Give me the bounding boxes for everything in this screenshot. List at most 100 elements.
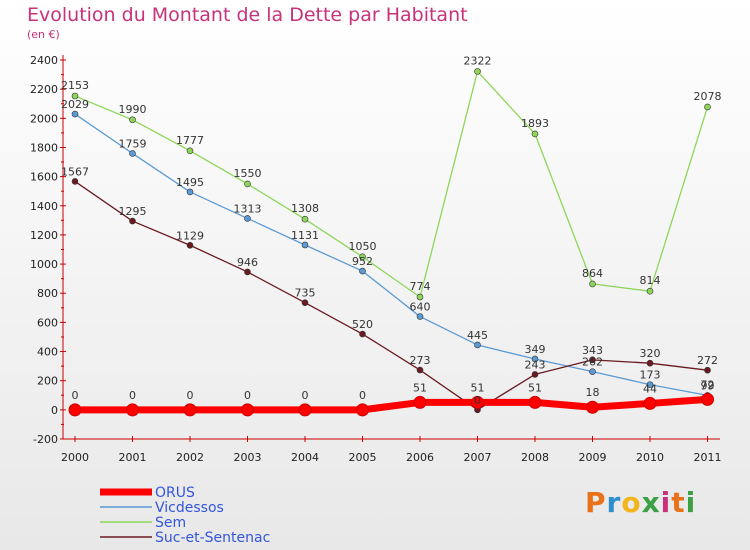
data-label: 2078 — [694, 90, 722, 103]
x-tick-label: 2004 — [291, 451, 319, 464]
data-label: 72 — [701, 378, 715, 391]
logo-letter: i — [660, 486, 672, 519]
data-label: 1777 — [176, 134, 204, 147]
chart-subtitle: (en €) — [27, 28, 60, 41]
data-label: 864 — [582, 267, 603, 280]
x-tick-label: 2007 — [464, 451, 492, 464]
x-tick-label: 2006 — [406, 451, 434, 464]
logo-letter: r — [606, 486, 622, 519]
data-point — [528, 395, 542, 409]
data-point — [586, 400, 599, 414]
proxiti-logo: Proxiti — [585, 486, 696, 519]
data-label: 2029 — [61, 98, 89, 111]
data-point — [244, 268, 251, 276]
data-point — [186, 241, 194, 249]
x-tick-label: 2002 — [176, 451, 204, 464]
data-label: 640 — [410, 301, 431, 314]
data-label: 774 — [410, 280, 431, 293]
data-label: 51 — [528, 381, 542, 394]
data-point — [71, 178, 79, 185]
data-point — [244, 215, 251, 222]
data-point — [359, 267, 366, 275]
y-tick-label: 1000 — [30, 258, 58, 271]
y-tick-label: 800 — [37, 287, 58, 300]
data-point — [129, 116, 136, 124]
data-label: 1308 — [291, 202, 319, 215]
data-label: 1295 — [119, 205, 147, 218]
data-label: 51 — [471, 381, 485, 394]
series-suc-et-sentenac — [71, 178, 711, 414]
data-label: 343 — [582, 344, 603, 357]
data-point — [241, 403, 254, 417]
y-tick-label: 400 — [37, 346, 58, 359]
data-label: 1129 — [176, 229, 204, 242]
x-tick-label: 2005 — [349, 451, 377, 464]
data-point — [301, 241, 309, 249]
data-label: 0 — [359, 389, 366, 402]
series-vicdessos — [71, 110, 711, 399]
data-label: 0 — [187, 389, 194, 402]
data-point — [416, 293, 424, 301]
data-point — [129, 150, 136, 157]
data-point — [183, 403, 197, 417]
data-label: 445 — [467, 329, 488, 342]
data-point — [301, 299, 309, 307]
x-tick-label: 2008 — [521, 451, 549, 464]
legend-label: ORUS — [155, 485, 195, 501]
legend-label: Suc-et-Sentenac — [155, 530, 270, 546]
series-line — [74, 70, 709, 298]
data-point — [646, 287, 654, 295]
data-point — [68, 403, 82, 417]
data-label: 0 — [129, 389, 136, 402]
y-tick-label: -200 — [33, 433, 58, 446]
data-point — [471, 395, 484, 409]
data-point — [646, 381, 654, 388]
data-label: 0 — [474, 394, 481, 407]
data-label: 99 — [701, 379, 715, 392]
y-tick-label: 600 — [37, 316, 58, 329]
data-point — [474, 341, 481, 349]
y-tick-label: 2200 — [30, 83, 58, 96]
data-label: 735 — [295, 287, 316, 300]
data-point — [531, 371, 539, 378]
data-label: 272 — [697, 354, 718, 367]
series-sem — [71, 68, 711, 301]
logo-letter: x — [641, 486, 661, 519]
data-point — [413, 395, 427, 409]
data-label: 0 — [302, 389, 309, 402]
y-tick-label: 1800 — [30, 141, 58, 154]
data-label: 0 — [72, 389, 79, 402]
data-label: 51 — [413, 381, 427, 394]
data-label: 1893 — [521, 117, 549, 130]
series-line — [74, 113, 709, 397]
data-point — [646, 359, 654, 367]
data-point — [704, 103, 711, 111]
data-label: 320 — [640, 347, 661, 360]
chart-title: Evolution du Montant de la Dette par Hab… — [27, 4, 468, 26]
logo-letter: t — [671, 486, 686, 519]
data-point — [356, 403, 369, 417]
data-point — [531, 355, 539, 363]
data-label: 1313 — [234, 202, 262, 215]
data-point — [359, 330, 366, 338]
data-point — [126, 403, 139, 417]
data-point — [416, 366, 424, 374]
data-label: 243 — [525, 358, 546, 371]
y-tick-label: 2000 — [30, 112, 58, 125]
y-tick-label: 1600 — [30, 171, 58, 184]
data-label: 952 — [352, 255, 373, 268]
x-tick-label: 2000 — [61, 451, 89, 464]
logo-letter: P — [585, 486, 607, 519]
data-label: 1131 — [291, 229, 319, 242]
data-point — [531, 130, 539, 138]
data-point — [71, 92, 79, 100]
y-tick-label: 2400 — [30, 54, 58, 67]
data-point — [643, 396, 657, 410]
x-tick-label: 2003 — [234, 451, 262, 464]
y-tick-label: 1400 — [30, 200, 58, 213]
data-point — [474, 68, 481, 75]
logo-letter: o — [621, 486, 642, 519]
data-point — [589, 356, 596, 364]
data-point — [298, 403, 312, 417]
data-label: 173 — [640, 369, 661, 382]
